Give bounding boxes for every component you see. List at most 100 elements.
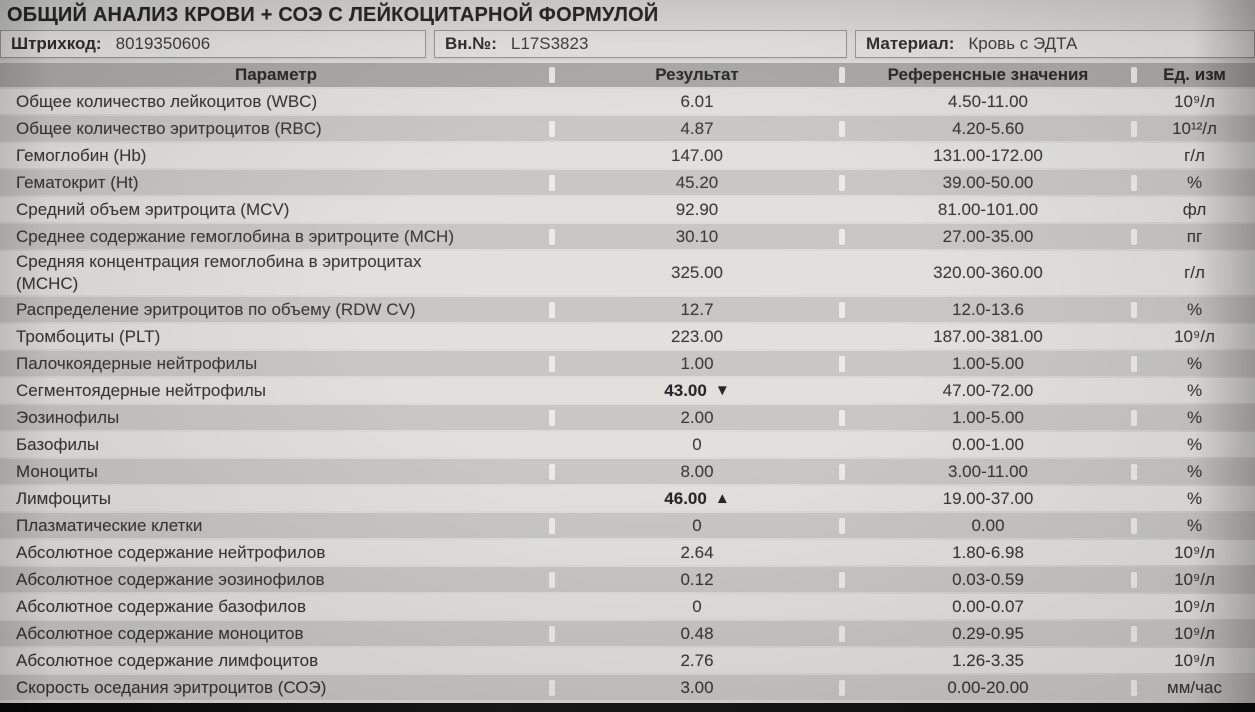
result-value: 6.01 [680,91,714,111]
unit-value: 10⁹/л [1174,326,1215,346]
table-row: Палочкоядерные нейтрофилы 1.00 1.00-5.00… [0,351,1255,376]
table-row: Средняя концентрация гемоглобина в эритр… [0,251,1255,295]
parameter-name: Средняя концентрация гемоглобина в эритр… [16,252,422,293]
internal-number-value: L17S3823 [510,34,589,53]
parameter-name: Средний объем эритроцита (MCV) [16,199,290,219]
reference-range: 0.00 [839,513,1134,538]
reference-range: 1.26-3.35 [952,650,1024,670]
result-cell: 2.00 [549,405,842,430]
unit-value: % [1131,513,1255,538]
unit-value: % [1186,380,1203,400]
material-value: Кровь с ЭДТА [968,34,1078,53]
header-reference: Референсные значения [839,63,1134,87]
header-parameter: Параметр [234,65,318,84]
result-cell: 325.00 [552,251,842,295]
header-unit: Ед. изм [1131,63,1255,87]
reference-range: 3.00-11.00 [839,459,1134,484]
result-value: 223.00 [671,326,723,346]
unit-value: 10⁹/л [1131,567,1255,592]
results-table: Параметр Результат Референсные значения … [0,63,1255,700]
result-cell: 223.00 [552,324,842,349]
result-cell: 45.20 [549,170,842,195]
table-row: Тромбоциты (PLT) 223.00 187.00-381.00 10… [0,324,1255,349]
result-cell: 8.00 [549,459,842,484]
report-title: ОБЩИЙ АНАЛИЗ КРОВИ + СОЭ С ЛЕЙКОЦИТАРНОЙ… [7,4,659,26]
parameter-name: Гематокрит (Ht) [16,172,139,192]
reference-range: 1.00-5.00 [839,405,1134,430]
result-cell: 12.7 [549,297,842,322]
parameter-name: Распределение эритроцитов по объему (RDW… [16,299,416,319]
unit-value: г/л [1184,263,1205,282]
parameter-name: Базофилы [16,434,100,454]
arrow-down-icon: ▼ [714,381,730,399]
table-row: Скорость оседания эритроцитов (СОЭ) 3.00… [0,675,1255,700]
result-value: 12.7 [680,299,714,319]
meta-row: Штрихкод: 8019350606 Вн.№: L17S3823 Мате… [0,30,1255,58]
result-cell: 0.12 [549,567,842,592]
barcode-box: Штрихкод: 8019350606 [0,30,426,58]
table-header-row: Параметр Результат Референсные значения … [0,63,1255,87]
result-value: 0.12 [680,569,714,589]
barcode-value: 8019350606 [115,34,211,53]
parameter-name: Моноциты [16,461,98,481]
internal-number-box: Вн.№: L17S3823 [434,30,847,58]
internal-number-label: Вн.№: [445,34,497,53]
table-row: Гемоглобин (Hb) 147.00 131.00-172.00 г/л [0,143,1255,168]
unit-value: % [1131,351,1255,376]
unit-value: 10⁹/л [1174,650,1215,670]
parameter-name: Палочкоядерные нейтрофилы [16,353,258,373]
material-label: Материал: [866,34,955,53]
result-cell: 2.64 [552,540,842,565]
result-value: 2.64 [680,542,714,562]
result-cell: 92.90 [552,197,842,222]
table-row: Распределение эритроцитов по объему (RDW… [0,297,1255,322]
table-row: Лимфоциты 46.00 ▲ 19.00-37.00 % [0,486,1255,511]
result-value: 92.90 [675,199,719,219]
result-value: 0 [692,515,702,535]
parameter-name: Плазматические клетки [16,515,203,535]
parameter-name: Среднее содержание гемоглобина в эритроц… [16,226,454,246]
unit-value: фл [1182,199,1207,219]
reference-range: 81.00-101.00 [937,199,1039,219]
unit-value: % [1186,434,1203,454]
result-value: 4.87 [680,118,714,138]
table-row: Плазматические клетки 0 0.00 % [0,513,1255,538]
reference-range: 19.00-37.00 [942,488,1034,508]
unit-value: % [1131,405,1255,430]
result-value: 2.00 [680,407,714,427]
table-row: Эозинофилы 2.00 1.00-5.00 % [0,405,1255,430]
result-value: 2.76 [680,650,714,670]
reference-range: 4.20-5.60 [839,116,1134,141]
table-row: Базофилы 0 0.00-1.00 % [0,432,1255,457]
table-row: Абсолютное содержание моноцитов 0.48 0.2… [0,621,1255,646]
unit-value: 10⁹/л [1174,596,1215,616]
parameter-name: Сегментоядерные нейтрофилы [16,380,266,400]
result-cell: 2.76 [552,648,842,673]
parameter-name: Абсолютное содержание базофилов [16,596,306,616]
table-row: Общее количество лейкоцитов (WBC) 6.01 4… [0,89,1255,114]
unit-value: % [1131,297,1255,322]
result-value: 30.10 [675,226,719,246]
parameter-name: Абсолютное содержание моноцитов [16,623,304,643]
reference-range: 0.03-0.59 [839,567,1134,592]
unit-value: % [1186,488,1203,508]
photo-bottom-edge [0,703,1255,712]
reference-range: 27.00-35.00 [839,224,1134,249]
result-cell: 30.10 [549,224,842,249]
parameter-name: Абсолютное содержание нейтрофилов [16,542,326,562]
reference-range: 0.00-0.07 [952,596,1024,616]
reference-range: 0.00-1.00 [952,434,1024,454]
parameter-name: Общее количество лейкоцитов (WBC) [16,91,318,111]
reference-range: 0.00-20.00 [839,675,1134,700]
result-value: 3.00 [680,677,714,697]
unit-value: % [1131,170,1255,195]
barcode-label: Штрихкод: [11,34,102,53]
result-cell: 3.00 [549,675,842,700]
result-value: 46.00 [664,488,707,508]
arrow-up-icon: ▲ [714,489,730,507]
table-row: Абсолютное содержание нейтрофилов 2.64 1… [0,540,1255,565]
unit-value: г/л [1184,145,1205,165]
table-row: Сегментоядерные нейтрофилы 43.00 ▼ 47.00… [0,378,1255,403]
table-row: Абсолютное содержание базофилов 0 0.00-0… [0,594,1255,619]
